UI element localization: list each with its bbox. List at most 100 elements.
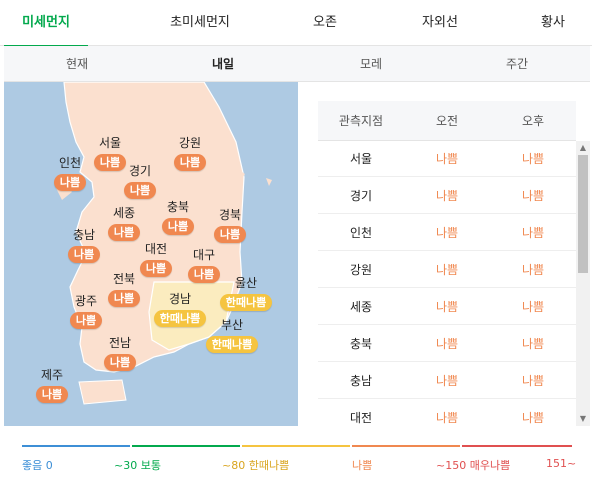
region-daejeon[interactable]: 대전 나쁨 (126, 242, 186, 277)
table-row: 충남 나쁨 나쁨 (318, 363, 576, 399)
station-name: 경기 (349, 189, 373, 203)
region-name: 충북 (166, 200, 190, 214)
region-daegu[interactable]: 대구 나쁨 (174, 248, 234, 283)
region-name: 강원 (178, 136, 202, 150)
region-gyeongbuk[interactable]: 경북 나쁨 (200, 208, 260, 243)
region-name: 울산 (234, 276, 258, 290)
station-name: 대전 (349, 411, 373, 425)
station-name: 세종 (349, 300, 373, 314)
region-status-badge: 나쁨 (187, 266, 221, 283)
pm-value: 나쁨 (521, 226, 545, 240)
table-row: 세종 나쁨 나쁨 (318, 289, 576, 325)
region-chungnam[interactable]: 충남 나쁨 (54, 228, 114, 263)
am-value: 나쁨 (435, 374, 459, 388)
region-gwangju[interactable]: 광주 나쁨 (56, 294, 116, 329)
station-name: 충남 (349, 374, 373, 388)
legend-label-max: 151~ (546, 457, 577, 470)
scroll-thumb[interactable] (578, 155, 588, 273)
legend-bar-normal (132, 445, 240, 447)
am-value: 나쁨 (435, 189, 459, 203)
region-status-badge: 나쁨 (139, 260, 173, 277)
region-name: 광주 (74, 294, 98, 308)
table-row: 대전 나쁨 나쁨 (318, 400, 576, 426)
region-status-badge: 나쁨 (107, 224, 141, 241)
am-value: 나쁨 (435, 152, 459, 166)
region-jeonnam[interactable]: 전남 나쁨 (90, 336, 150, 371)
region-gangwon[interactable]: 강원 나쁨 (160, 136, 220, 171)
region-name: 충남 (72, 228, 96, 242)
tab-day-after[interactable]: 모레 (359, 57, 383, 71)
region-gyeongnam[interactable]: 경남 한때나쁨 (144, 292, 216, 327)
legend-bar-bad (352, 445, 460, 447)
legend-bar-sometimes-bad (242, 445, 350, 447)
pm-value: 나쁨 (521, 152, 545, 166)
am-value: 나쁨 (435, 263, 459, 277)
tab-uv[interactable]: 자외선 (422, 15, 458, 30)
table-header: 관측지점 오전 오후 (318, 101, 576, 141)
region-status-badge: 나쁨 (161, 218, 195, 235)
region-status-badge: 나쁨 (123, 182, 157, 199)
am-value: 나쁨 (435, 337, 459, 351)
region-ulsan[interactable]: 울산 한때나쁨 (210, 276, 282, 311)
table-scrollbar[interactable]: ▲ ▼ (576, 141, 590, 426)
tab-now[interactable]: 현재 (65, 57, 89, 71)
region-status-badge: 나쁨 (103, 354, 137, 371)
region-sejong[interactable]: 세종 나쁨 (94, 206, 154, 241)
table-row: 강원 나쁨 나쁨 (318, 252, 576, 288)
station-name: 강원 (349, 263, 373, 277)
region-incheon[interactable]: 인천 나쁨 (40, 156, 100, 191)
pm-value: 나쁨 (521, 411, 545, 425)
region-name: 대구 (192, 248, 216, 262)
station-name: 서울 (349, 152, 373, 166)
region-jeonbuk[interactable]: 전북 나쁨 (94, 272, 154, 307)
pm-value: 나쁨 (521, 300, 545, 314)
region-status-badge: 나쁨 (53, 174, 87, 191)
region-status-badge: 나쁨 (213, 226, 247, 243)
day-tabs: 현재 내일 모레 주간 (4, 46, 590, 82)
header-station: 관측지점 (338, 114, 384, 128)
scroll-down-arrow-icon[interactable]: ▼ (579, 414, 587, 423)
table-row: 경기 나쁨 나쁨 (318, 178, 576, 214)
region-name: 경북 (218, 208, 242, 222)
region-status-badge: 한때나쁨 (205, 336, 259, 353)
tab-weekly[interactable]: 주간 (505, 57, 529, 71)
region-seoul[interactable]: 서울 나쁨 (80, 136, 140, 171)
region-status-badge: 나쁨 (93, 154, 127, 171)
korea-map: 서울 나쁨 강원 나쁨 인천 나쁨 경기 나쁨 세종 나쁨 충북 나쁨 경북 나… (4, 82, 298, 426)
tab-tomorrow[interactable]: 내일 (211, 57, 235, 71)
region-jeju[interactable]: 제주 나쁨 (22, 368, 82, 403)
region-status-badge: 한때나쁨 (153, 310, 207, 327)
region-status-badge: 나쁨 (107, 290, 141, 307)
pm-value: 나쁨 (521, 263, 545, 277)
tab-ozone[interactable]: 오존 (313, 15, 337, 30)
region-status-badge: 나쁨 (173, 154, 207, 171)
region-status-badge: 나쁨 (67, 246, 101, 263)
region-name: 경남 (168, 292, 192, 306)
header-pm: 오후 (521, 114, 545, 128)
region-name: 서울 (98, 136, 122, 150)
pollutant-tabs: 미세먼지 초미세먼지 오존 자외선 황사 (0, 0, 592, 47)
station-name: 인천 (349, 226, 373, 240)
region-name: 전북 (112, 272, 136, 286)
legend-bar-very-bad (462, 445, 572, 447)
tab-ultrafine-dust[interactable]: 초미세먼지 (170, 15, 230, 30)
tab-fine-dust[interactable]: 미세먼지 (4, 0, 88, 47)
station-table[interactable]: 관측지점 오전 오후 서울 나쁨 나쁨 경기 나쁨 나쁨 인천 나쁨 나쁨 강원… (318, 101, 586, 426)
legend-label-normal: ~30 보통 (114, 459, 161, 472)
region-name: 경기 (128, 164, 152, 178)
tab-yellow-dust[interactable]: 황사 (541, 15, 565, 30)
scroll-up-arrow-icon[interactable]: ▲ (579, 143, 587, 152)
region-chungbuk[interactable]: 충북 나쁨 (148, 200, 208, 235)
legend-bar-good (22, 445, 130, 447)
region-gyeonggi[interactable]: 경기 나쁨 (110, 164, 170, 199)
am-value: 나쁨 (435, 226, 459, 240)
region-status-badge: 나쁨 (69, 312, 103, 329)
legend-label-very-bad: ~150 매우나쁨 (436, 459, 511, 472)
region-busan[interactable]: 부산 한때나쁨 (192, 318, 272, 353)
region-status-badge: 한때나쁨 (219, 294, 273, 311)
region-status-badge: 나쁨 (35, 386, 69, 403)
station-name: 충북 (349, 337, 373, 351)
region-name: 제주 (40, 368, 64, 382)
region-name: 세종 (112, 206, 136, 220)
header-am: 오전 (435, 114, 459, 128)
